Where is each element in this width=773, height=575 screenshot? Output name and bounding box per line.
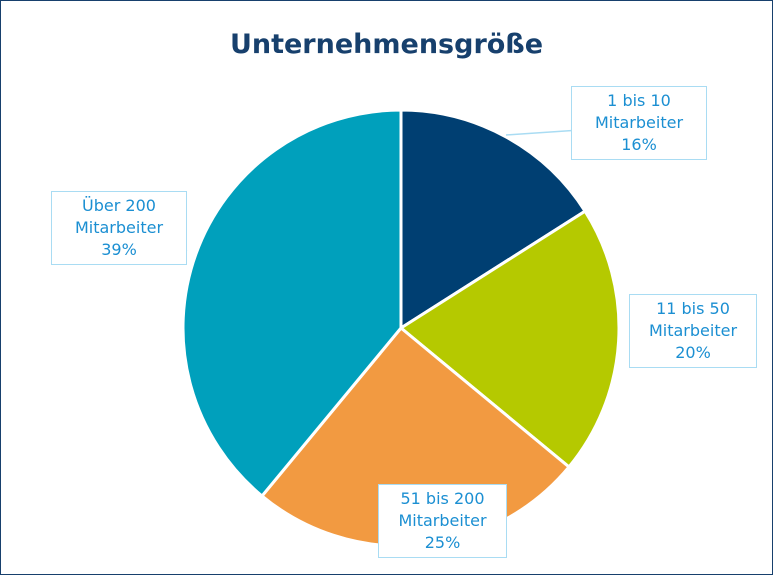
- pie-slice: [399, 108, 588, 331]
- slice-percent: 16%: [621, 135, 657, 154]
- data-label: Über 200 Mitarbeiter 39%: [51, 191, 187, 265]
- data-label: 51 bis 200 Mitarbeiter 25%: [378, 484, 507, 558]
- slice-percent: 39%: [101, 240, 137, 259]
- pie-slice: [181, 108, 403, 499]
- slice-percent: 20%: [675, 343, 711, 362]
- slice-percent: 25%: [424, 533, 461, 552]
- slice-category: Über 200 Mitarbeiter: [74, 196, 164, 237]
- data-label: 11 bis 50 Mitarbeiter 20%: [629, 294, 757, 368]
- slice-category: 51 bis 200 Mitarbeiter: [398, 489, 487, 530]
- slice-category: 1 bis 10 Mitarbeiter: [594, 91, 684, 132]
- slice-category: 11 bis 50 Mitarbeiter: [648, 299, 738, 340]
- pie-slice: [398, 209, 621, 470]
- chart-title: Unternehmensgröße: [229, 29, 544, 60]
- data-label: 1 bis 10 Mitarbeiter 16%: [571, 86, 707, 160]
